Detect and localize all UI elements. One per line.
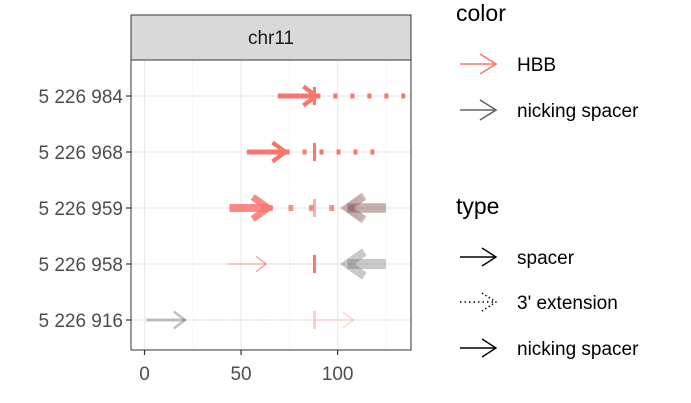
grid [131, 60, 411, 350]
segment-arrowhead [250, 194, 274, 222]
legend-label: 3' extension [517, 293, 618, 314]
segment-arrowhead [341, 194, 365, 222]
segment-arrowhead [172, 310, 188, 330]
legend-key-arrowhead [479, 53, 498, 75]
legend-key-arrowhead [481, 292, 498, 312]
segment-arrowhead [302, 84, 320, 108]
y-tick-label: 5 226 916 [38, 311, 123, 332]
legend-key-arrowhead [481, 338, 498, 358]
legend-label: nicking spacer [517, 339, 639, 360]
segment-arrowhead [339, 248, 367, 280]
segment-arrowhead [339, 192, 367, 224]
facet-strip [130, 14, 412, 61]
x-tick-label: 50 [230, 364, 251, 385]
x-tick-label: 0 [139, 364, 150, 385]
segment-arrowhead [256, 256, 268, 272]
axes: 5 226 984 5 226 968 5 226 959 5 226 958 5 22… [38, 87, 353, 385]
legend-key-arrowhead [479, 99, 498, 121]
data-layer [146, 84, 406, 330]
y-tick-label: 5 226 984 [38, 87, 123, 108]
facet-strip-label: chr11 [248, 28, 294, 49]
legend: color HBB nicking spacer type spacer 3' exten… [456, 0, 639, 360]
legend-title-type: type [456, 193, 499, 219]
legend-title-color: color [456, 0, 506, 26]
legend-label: nicking spacer [517, 101, 639, 122]
legend-key-arrowhead [481, 247, 498, 267]
y-tick-label: 5 226 959 [38, 199, 123, 220]
y-tick-label: 5 226 968 [38, 143, 123, 164]
legend-label: HBB [517, 55, 556, 76]
y-tick-label: 5 226 958 [38, 255, 123, 276]
legend-label: spacer [517, 248, 575, 269]
segment-arrowhead [342, 312, 355, 328]
x-tick-label: 100 [322, 364, 354, 385]
